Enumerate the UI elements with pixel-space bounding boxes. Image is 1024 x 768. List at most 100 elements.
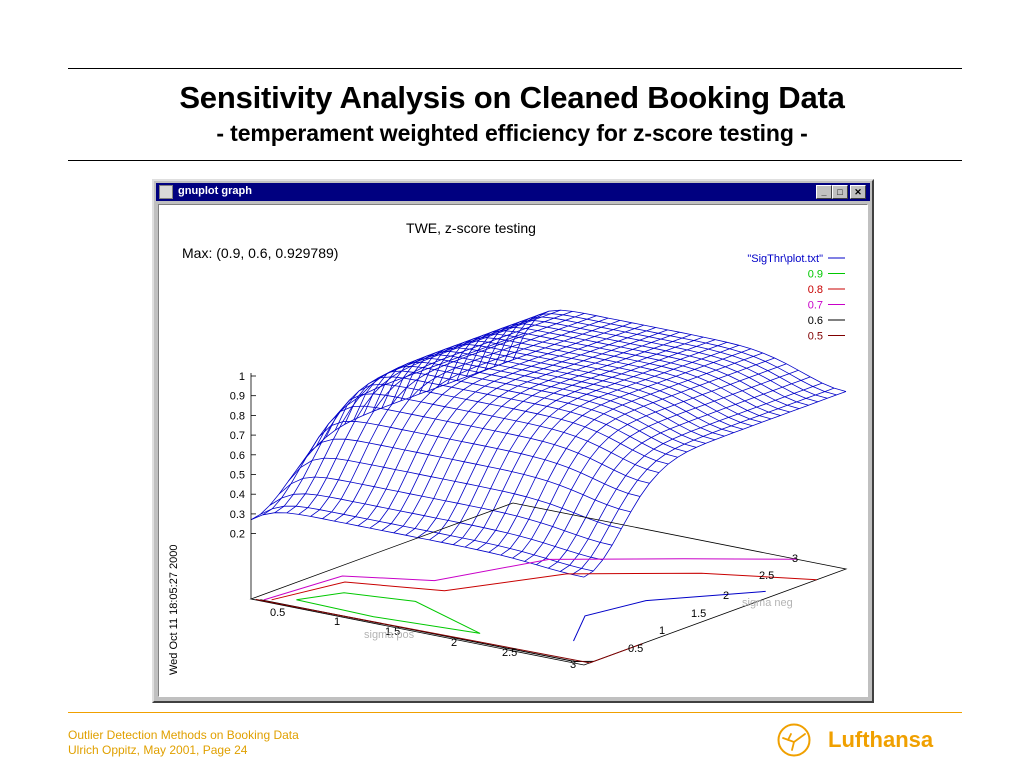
footer-title: Outlier Detection Methods on Booking Dat…: [68, 728, 299, 742]
x-axis-label: sigma pos: [364, 629, 415, 641]
x-axis: 0.5 1 1.5 2 2.5 3: [270, 607, 576, 671]
app-icon[interactable]: [159, 185, 173, 199]
x-tick-label: 2.5: [502, 647, 517, 659]
legend-label: 0.9: [808, 269, 823, 281]
x-tick-label: 0.5: [270, 607, 285, 619]
mesh-line-v: [288, 457, 622, 529]
mesh-line-v: [493, 316, 828, 399]
mesh-line-u: [500, 352, 763, 556]
mesh-line-v: [344, 376, 678, 458]
contour-lines: [255, 558, 817, 664]
contour-0.8: [271, 572, 817, 601]
y-tick-label: 2: [723, 590, 729, 602]
y-tick-label: 3: [792, 553, 798, 565]
close-button[interactable]: ✕: [850, 185, 866, 199]
mesh-line-u: [381, 324, 644, 531]
mesh-line-v: [456, 330, 791, 413]
timestamp: Wed Oct 11 18:05:27 2000: [168, 545, 180, 675]
contour-0.6: [260, 599, 594, 663]
mesh-line-u: [369, 322, 633, 529]
contour-surface: [573, 590, 766, 642]
mesh-line-v: [260, 505, 594, 572]
plot-canvas: 1 0.9 0.8 0.7 0.6 0.5 0.4 0.3 0.2 0.5 1 1.5 2 2.5 3 0…: [158, 204, 868, 697]
y-tick-label: 1: [659, 625, 665, 637]
z-tick-label: 0.8: [230, 410, 245, 422]
mesh-line-v: [475, 323, 809, 406]
footer-author: Ulrich Oppitz, May 2001, Page 24: [68, 743, 248, 757]
mesh-line-u: [583, 391, 847, 578]
gnuplot-window[interactable]: gnuplot graph _ □ ✕ 1 0.9 0.8 0.7 0.6 0.5 0.4 0…: [152, 179, 874, 703]
x-tick-label: 3: [570, 659, 576, 671]
y-tick-label: 1.5: [691, 608, 706, 620]
z-tick-label: 0.7: [230, 430, 245, 442]
x-tick-label: 1.5: [385, 626, 400, 638]
contour-0.9: [296, 592, 481, 634]
max-label: Max: (0.9, 0.6, 0.929789): [182, 245, 338, 261]
footer-rule: [68, 712, 962, 713]
mesh-line-v: [325, 393, 660, 473]
mesh-line-u: [357, 320, 621, 527]
window-title: gnuplot graph: [178, 185, 252, 197]
y-tick-label: 0.5: [628, 643, 643, 655]
z-tick-label: 0.3: [230, 509, 245, 521]
mesh-line-u: [286, 310, 549, 514]
brand-name: Lufthansa: [828, 727, 934, 752]
mesh-line-v: [512, 309, 847, 392]
z-tick-label: 0.6: [230, 450, 245, 462]
z-axis: 1 0.9 0.8 0.7 0.6 0.5 0.4 0.3 0.2: [230, 371, 256, 599]
mesh-line-u: [405, 329, 668, 536]
mesh-line-v: [278, 476, 613, 546]
mesh-line-v: [297, 438, 631, 513]
title-top-rule: [68, 68, 962, 69]
mesh-line-v: [250, 512, 585, 578]
y-axis: 0.5 1 1.5 2 2.5 3: [628, 553, 798, 655]
x-tick-label: 2: [451, 637, 457, 649]
legend: "SigThr\plot.txt" 0.9 0.8 0.7 0.6 0.5: [747, 253, 845, 343]
mesh-line-v: [316, 405, 650, 484]
legend-label: 0.7: [808, 300, 823, 312]
z-tick-label: 1: [239, 371, 245, 383]
x-tick-label: 1: [334, 616, 340, 628]
z-tick-label: 0.2: [230, 529, 245, 541]
mesh-line-v: [269, 493, 603, 561]
contour-0.5: [255, 598, 643, 664]
contour-0.7: [263, 558, 797, 601]
mesh-line-v: [465, 326, 800, 409]
y-tick-label: 2.5: [759, 570, 774, 582]
mesh-line-u: [393, 327, 656, 534]
legend-label: "SigThr\plot.txt": [747, 253, 823, 265]
plot-title: TWE, z-score testing: [406, 220, 536, 236]
mesh-line-u: [441, 336, 704, 543]
mesh-line-v: [484, 319, 819, 403]
y-axis-label: sigma neg: [742, 597, 793, 609]
base-plane-outline: [249, 502, 848, 666]
mesh-line-v: [362, 365, 697, 448]
z-tick-label: 0.9: [230, 391, 245, 403]
minimize-button[interactable]: _: [816, 185, 832, 199]
z-tick-label: 0.5: [230, 470, 245, 482]
crane-logo-icon: [777, 723, 811, 757]
slide-subtitle: - temperament weighted efficiency for z-…: [216, 120, 808, 146]
slide-title: Sensitivity Analysis on Cleaned Booking …: [179, 80, 845, 115]
surface-plot: 1 0.9 0.8 0.7 0.6 0.5 0.4 0.3 0.2 0.5 1 1.5 2 2.5 3 0…: [168, 220, 848, 675]
surface-mesh: [250, 309, 847, 578]
mesh-line-v: [437, 337, 772, 420]
mesh-line-v: [353, 370, 688, 453]
base-frame: [249, 502, 848, 666]
mesh-line-v: [400, 350, 734, 433]
mesh-line-v: [428, 340, 762, 423]
title-bottom-rule: [68, 160, 962, 161]
legend-label: 0.5: [808, 331, 823, 343]
mesh-line-u: [274, 317, 537, 514]
mesh-line-v: [334, 383, 669, 465]
legend-label: 0.8: [808, 284, 823, 296]
mesh-line-u: [345, 317, 609, 524]
mesh-line-v: [306, 420, 641, 497]
legend-label: 0.6: [808, 315, 823, 327]
window-titlebar[interactable]: gnuplot graph _ □ ✕: [156, 183, 870, 201]
mesh-line-v: [447, 333, 781, 416]
mesh-line-v: [372, 361, 706, 444]
mesh-line-v: [503, 313, 837, 396]
maximize-button[interactable]: □: [832, 185, 848, 199]
z-tick-label: 0.4: [230, 489, 245, 501]
